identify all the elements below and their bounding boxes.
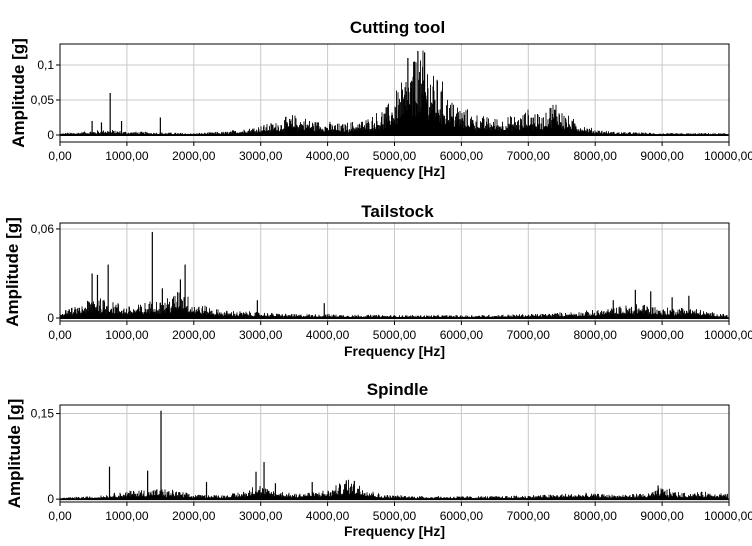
x-tick-label: 2000,00 [172,328,216,342]
y-tick-label: 0,15 [31,407,55,421]
y-tick-label: 0 [47,128,54,142]
y-tick-label: 0 [47,311,54,325]
y-tick-label: 0,06 [31,222,55,236]
x-tick-label: 6000,00 [440,328,484,342]
chart-title: Spindle [367,380,428,399]
axes-frame [59,222,730,322]
x-tick-label: 3000,00 [239,149,283,163]
y-axis-label: Amplitude [g] [3,217,22,327]
x-tick-label: 9000,00 [640,328,684,342]
x-axis-label: Frequency [Hz] [344,343,445,359]
chart-panel-1: 0,00 1000,00 2000,00 3000,00 4000,00 5000,00 6… [9,18,752,179]
x-axis-label: Frequency [Hz] [344,163,445,179]
chart-panel-3: 0,00 1000,00 2000,00 3000,00 4000,00 5000,00 6… [5,380,752,539]
y-tick-label: 0 [47,492,54,506]
x-axis-label: Frequency [Hz] [344,523,445,539]
x-tick-label: 4000,00 [306,509,350,523]
x-tick-label: 5000,00 [373,328,417,342]
x-tick-label: 2000,00 [172,149,216,163]
x-tick-label: 9000,00 [640,509,684,523]
y-axis-label: Amplitude [g] [9,38,28,148]
x-tick-label: 1000,00 [105,509,149,523]
x-tick-label: 4000,00 [306,328,350,342]
axes-frame [59,43,730,143]
y-tick-label: 0,1 [37,58,54,72]
x-tick-label: 6000,00 [440,509,484,523]
x-tick-label: 0,00 [48,328,72,342]
x-tick-label: 10000,00 [704,509,752,523]
x-tick-label: 2000,00 [172,509,216,523]
x-tick-label: 7000,00 [507,328,551,342]
x-tick-label: 1000,00 [105,328,149,342]
x-tick-label: 4000,00 [306,149,350,163]
y-tick-label: 0,05 [31,93,55,107]
x-tick-label: 0,00 [48,149,72,163]
x-tick-label: 8000,00 [574,328,618,342]
x-tick-label: 7000,00 [507,509,551,523]
x-tick-label: 10000,00 [704,149,752,163]
x-tick-label: 0,00 [48,509,72,523]
x-tick-label: 6000,00 [440,149,484,163]
x-tick-label: 3000,00 [239,328,283,342]
chart-title: Cutting tool [350,18,445,37]
x-tick-label: 9000,00 [640,149,684,163]
x-tick-label: 7000,00 [507,149,551,163]
axes-frame [59,404,730,503]
x-tick-label: 1000,00 [105,149,149,163]
x-tick-label: 8000,00 [574,509,618,523]
x-tick-label: 3000,00 [239,509,283,523]
chart-panel-2: 0,00 1000,00 2000,00 3000,00 4000,00 5000,00 6… [3,202,752,359]
x-tick-label: 5000,00 [373,149,417,163]
y-axis-label: Amplitude [g] [5,399,24,509]
x-tick-label: 8000,00 [574,149,618,163]
chart-title: Tailstock [361,202,434,221]
x-tick-label: 5000,00 [373,509,417,523]
x-tick-label: 10000,00 [704,328,752,342]
